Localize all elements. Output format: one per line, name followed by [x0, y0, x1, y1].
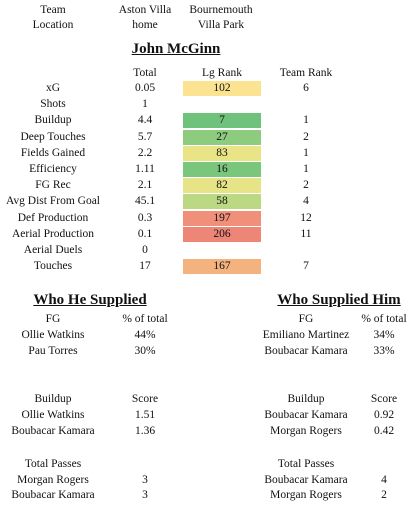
stat-total: 0.3 — [137, 212, 153, 224]
supplied-him-buildup-name: Boubacar Kamara — [264, 409, 348, 421]
supplied-him-buildup-name: Morgan Rogers — [270, 425, 342, 437]
supplied-him-fg-name: Boubacar Kamara — [264, 345, 348, 357]
stat-total: 1 — [142, 98, 148, 110]
stat-lg-rank: 102 — [183, 81, 261, 96]
stat-team-rank: 4 — [303, 195, 309, 207]
stat-lg-rank: 82 — [183, 178, 261, 193]
supplied-him-passes-header: Total Passes — [277, 458, 335, 470]
supplied-him-fg-header: FG — [298, 313, 314, 325]
supplied-buildup-name: Boubacar Kamara — [11, 425, 95, 437]
player-name: John McGinn — [131, 41, 221, 57]
stat-total: 17 — [139, 260, 151, 272]
supplied-fg-value: 30% — [134, 345, 156, 357]
supplied-buildup-score-header: Score — [131, 393, 159, 405]
location-label: Location — [32, 19, 74, 31]
supplied-him-title: Who Supplied Him — [277, 292, 401, 308]
stat-team-rank: 12 — [300, 212, 312, 224]
stat-total: 1.11 — [135, 163, 155, 175]
stat-total: 4.4 — [137, 114, 153, 126]
stat-total: 45.1 — [134, 195, 156, 207]
supplied-him-fg-pct-header: % of total — [361, 313, 407, 325]
supplied-fg-value: 44% — [134, 329, 156, 341]
stat-team-rank: 7 — [303, 260, 309, 272]
stat-label: Fields Gained — [20, 147, 86, 159]
stat-label: xG — [45, 82, 61, 94]
supplied-him-buildup-value: 0.92 — [373, 409, 395, 421]
supplied-title: Who He Supplied — [33, 292, 147, 308]
supplied-him-buildup-value: 0.42 — [373, 425, 395, 437]
team1-value: Aston Villa — [118, 4, 172, 16]
team-label: Team — [40, 4, 66, 16]
stat-team-rank: 2 — [303, 179, 309, 191]
stat-lg-rank: 83 — [183, 146, 261, 161]
stat-label: Aerial Production — [11, 228, 95, 240]
stat-label: Efficiency — [29, 163, 77, 175]
stat-lg-rank — [183, 97, 261, 112]
stat-label: Aerial Duels — [23, 244, 83, 256]
stat-label: Avg Dist From Goal — [5, 195, 101, 207]
stat-label: Touches — [33, 260, 73, 272]
stat-lg-rank: 206 — [183, 227, 261, 242]
stat-team-rank: 1 — [303, 114, 309, 126]
stat-team-rank: 11 — [300, 228, 312, 240]
col-lg-rank-header: Lg Rank — [202, 67, 242, 79]
stat-team-rank: 2 — [303, 131, 309, 143]
stat-total: 0.05 — [134, 82, 156, 94]
stat-lg-rank: 58 — [183, 194, 261, 209]
stat-label: Buildup — [34, 114, 72, 126]
stat-lg-rank: 197 — [183, 211, 261, 226]
stat-lg-rank — [183, 243, 261, 258]
supplied-him-buildup-header: Buildup — [287, 393, 325, 405]
supplied-fg-header: FG — [45, 313, 61, 325]
stat-total: 2.2 — [137, 147, 153, 159]
stat-label: Def Production — [17, 212, 89, 224]
stat-team-rank: 1 — [303, 163, 309, 175]
supplied-him-buildup-score-header: Score — [370, 393, 398, 405]
location2-value: Villa Park — [197, 19, 245, 31]
stat-total: 5.7 — [137, 131, 153, 143]
col-total-header: Total — [133, 67, 157, 79]
stat-lg-rank: 7 — [183, 113, 261, 128]
stat-lg-rank: 27 — [183, 130, 261, 145]
supplied-him-fg-value: 34% — [373, 329, 395, 341]
stat-label: Shots — [40, 98, 66, 110]
supplied-fg-name: Pau Torres — [28, 345, 78, 357]
supplied-fg-name: Ollie Watkins — [21, 329, 85, 341]
stat-total: 2.1 — [137, 179, 153, 191]
supplied-passes-header: Total Passes — [24, 458, 82, 470]
stat-label: FG Rec — [35, 179, 71, 191]
supplied-him-fg-name: Emiliano Martinez — [262, 329, 350, 341]
supplied-buildup-value: 1.51 — [134, 409, 156, 421]
stat-lg-rank: 167 — [183, 259, 261, 274]
supplied-him-passes-value: 2 — [381, 489, 387, 501]
supplied-passes-value: 3 — [142, 474, 148, 486]
stat-team-rank: 1 — [303, 147, 309, 159]
team2-value: Bournemouth — [189, 4, 253, 16]
location1-value: home — [132, 19, 158, 31]
supplied-him-passes-name: Boubacar Kamara — [264, 474, 348, 486]
stat-label: Deep Touches — [20, 131, 86, 143]
stat-total: 0.1 — [137, 228, 153, 240]
supplied-him-passes-name: Morgan Rogers — [270, 489, 342, 501]
supplied-him-passes-value: 4 — [381, 474, 387, 486]
supplied-passes-name: Morgan Rogers — [17, 474, 89, 486]
supplied-passes-value: 3 — [142, 489, 148, 501]
supplied-buildup-header: Buildup — [34, 393, 72, 405]
supplied-fg-pct-header: % of total — [122, 313, 168, 325]
supplied-buildup-value: 1.36 — [134, 425, 156, 437]
supplied-him-fg-value: 33% — [373, 345, 395, 357]
stat-team-rank: 6 — [303, 82, 309, 94]
supplied-passes-name: Boubacar Kamara — [11, 489, 95, 501]
supplied-buildup-name: Ollie Watkins — [21, 409, 85, 421]
stat-lg-rank: 16 — [183, 162, 261, 177]
stat-total: 0 — [142, 244, 148, 256]
col-team-rank-header: Team Rank — [279, 67, 333, 79]
